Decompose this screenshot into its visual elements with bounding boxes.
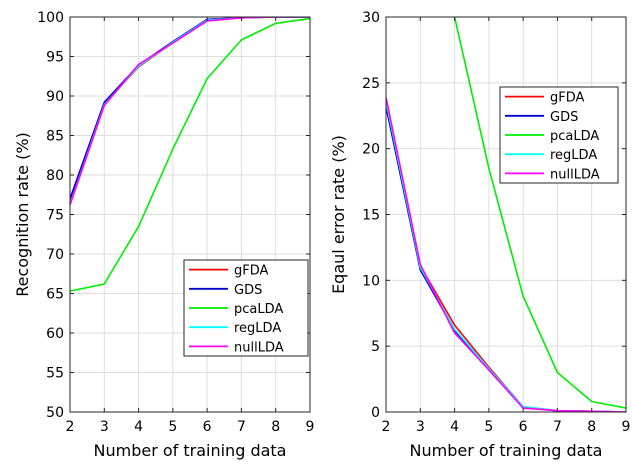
y-tick-label: 25	[362, 76, 380, 92]
x-tick-label: 3	[100, 419, 109, 435]
x-tick-label: 7	[237, 419, 246, 435]
x-tick-label: 5	[168, 419, 177, 435]
series-line-pcaLDA	[70, 17, 310, 292]
legend: gFDA GDS pcaLDA regLDA nullLDA	[499, 86, 619, 184]
y-tick-label: 55	[46, 366, 64, 382]
y-tick-label: 100	[37, 10, 64, 26]
y-axis-label: Recognition rate (%)	[13, 132, 32, 297]
legend-label-regLDA: regLDA	[234, 321, 281, 336]
legend-label-GDS: GDS	[550, 110, 578, 125]
y-axis-label: Eqaul error rate (%)	[329, 135, 348, 294]
chart-panel-1: 2 3 4 5 6 7 8 9 50 55 60 65 70 75 80 85 90 95 100 Number of…	[13, 10, 314, 460]
y-tick-label: 80	[46, 168, 64, 184]
y-tick-label: 90	[46, 89, 64, 105]
series-group	[386, 17, 626, 412]
chart-panel-2: 2 3 4 5 6 7 8 9 0 5 10 15 20 25 30 Number of training d…	[329, 10, 630, 460]
y-tick-label: 50	[46, 405, 64, 421]
x-tick-label: 3	[416, 419, 425, 435]
y-tick-label: 85	[46, 129, 64, 145]
x-axis-label: Number of training data	[410, 441, 603, 460]
legend-label-gFDA: gFDA	[550, 91, 585, 106]
x-tick-label: 8	[271, 419, 280, 435]
x-tick-label: 6	[203, 419, 212, 435]
series-line-nullLDA	[386, 97, 626, 412]
legend-label-gFDA: gFDA	[234, 264, 269, 279]
x-tick-label: 2	[66, 419, 75, 435]
legend: gFDA GDS pcaLDA regLDA nullLDA	[183, 259, 309, 357]
legend-label-nullLDA: nullLDA	[234, 340, 284, 355]
y-tick-label: 65	[46, 287, 64, 303]
y-tick-label: 0	[371, 405, 380, 421]
x-tick-label: 4	[134, 419, 143, 435]
y-tick-label: 20	[362, 142, 380, 158]
x-axis-label: Number of training data	[94, 441, 287, 460]
y-tick-label: 10	[362, 273, 380, 289]
y-tick-label: 30	[362, 10, 380, 26]
x-tick-label: 8	[587, 419, 596, 435]
y-tick-label: 75	[46, 208, 64, 224]
legend-label-regLDA: regLDA	[550, 148, 597, 163]
legend-label-pcaLDA: pcaLDA	[550, 129, 599, 144]
x-tick-label: 5	[484, 419, 493, 435]
x-tick-label: 9	[306, 419, 315, 435]
legend-label-pcaLDA: pcaLDA	[234, 302, 283, 317]
series-line-pcaLDA	[453, 17, 626, 409]
legend-label-nullLDA: nullLDA	[550, 167, 600, 182]
x-tick-label: 2	[382, 419, 391, 435]
y-tick-label: 15	[362, 208, 380, 224]
x-tick-label: 7	[553, 419, 562, 435]
y-tick-label: 95	[46, 50, 64, 66]
y-tick-label: 5	[371, 339, 380, 355]
y-tick-label: 60	[46, 326, 64, 342]
x-tick-label: 6	[519, 419, 528, 435]
x-tick-label: 4	[450, 419, 459, 435]
x-tick-label: 9	[622, 419, 631, 435]
legend-label-GDS: GDS	[234, 283, 262, 298]
y-tick-label: 70	[46, 247, 64, 263]
